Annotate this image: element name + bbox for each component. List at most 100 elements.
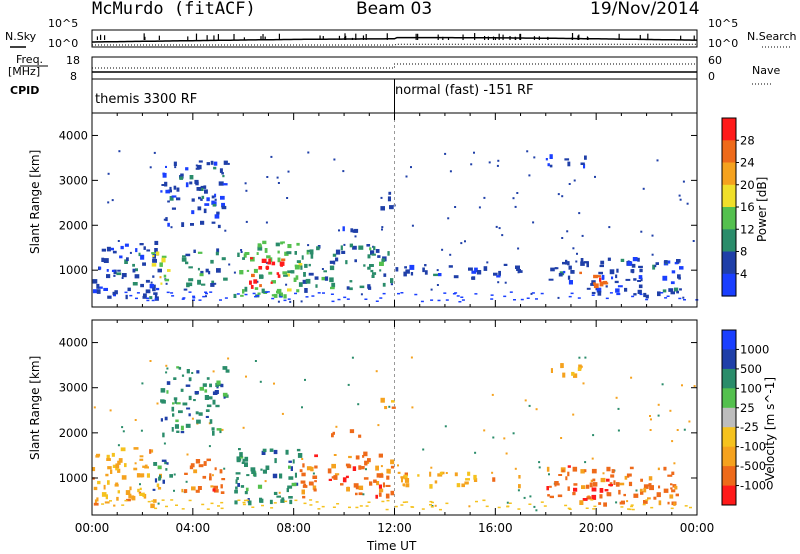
power-data-cell (138, 252, 141, 257)
velocity-scatter-cell (273, 382, 275, 385)
power-data-cell (314, 276, 319, 280)
power-near-range-cell (346, 298, 350, 300)
power-data-cell (154, 248, 158, 253)
power-data-cell (645, 294, 649, 299)
power-data-cell (580, 162, 585, 165)
velocity-scatter-cell (134, 419, 137, 421)
velocity-data-cell (203, 461, 207, 466)
velocity-data-cell (222, 366, 228, 370)
velocity-colorbar-tick-label: -500 (740, 459, 766, 473)
power-data-cell (266, 255, 271, 259)
power-near-range-cell (660, 292, 664, 294)
power-data-cell (298, 282, 303, 287)
power-scatter-cell (473, 151, 475, 154)
power-data-cell (516, 269, 521, 271)
power-data-cell (664, 260, 668, 264)
power-near-range-cell (146, 299, 150, 302)
velocity-data-cell (116, 496, 119, 501)
velocity-data-cell (198, 464, 204, 468)
power-scatter-cell (526, 150, 529, 153)
nsky-tick-top: 10^5 (48, 17, 79, 30)
power-data-cell (161, 257, 166, 263)
power-near-range-cell (577, 297, 581, 299)
velocity-data-cell (623, 493, 626, 497)
power-data-cell (135, 248, 138, 253)
velocity-data-cell (593, 482, 598, 487)
power-data-cell (433, 273, 438, 277)
power-data-cell (349, 280, 353, 283)
power-scatter-cell (163, 218, 166, 221)
velocity-data-cell (670, 487, 673, 490)
velocity-data-cell (204, 389, 208, 393)
velocity-data-cell (400, 476, 405, 479)
power-near-range-cell (490, 294, 494, 296)
velocity-near-range-cell (585, 507, 589, 509)
velocity-data-cell (550, 368, 553, 373)
velocity-data-cell (239, 452, 243, 457)
velocity-data-cell (473, 478, 478, 482)
velocity-data-cell (301, 472, 306, 477)
power-scatter-cell (557, 296, 560, 299)
power-scatter-cell (557, 193, 560, 196)
power-data-cell (329, 265, 335, 271)
power-data-cell (330, 286, 335, 290)
velocity-scatter-cell (591, 457, 594, 460)
power-near-range-cell (204, 291, 208, 293)
power-data-cell (169, 196, 174, 201)
nsearch-label: N.Search (747, 30, 797, 43)
power-scatter-cell (245, 189, 248, 192)
velocity-data-cell (174, 400, 177, 404)
velocity-data-cell (663, 488, 669, 493)
power-data-cell (199, 273, 204, 277)
power-data-cell (143, 293, 147, 297)
velocity-near-range-cell (620, 506, 624, 508)
velocity-near-range-cell (485, 505, 489, 508)
velocity-data-cell (627, 475, 630, 478)
velocity-scatter-cell (528, 404, 531, 407)
velocity-data-cell (619, 482, 625, 486)
power-data-cell (256, 252, 259, 255)
velocity-near-range-cell (336, 503, 340, 505)
velocity-scatter-cell (602, 472, 605, 475)
velocity-data-cell (331, 476, 336, 479)
power-data-cell (296, 289, 300, 293)
velocity-data-cell (591, 487, 597, 492)
power-data-cell (259, 274, 264, 279)
power-data-cell (369, 247, 372, 251)
velocity-colorbar-swatch (722, 427, 736, 448)
power-near-range-cell (678, 297, 682, 300)
power-data-cell (379, 269, 382, 272)
power-scatter-cell (464, 240, 466, 243)
velocity-data-cell (613, 480, 616, 485)
power-scatter-cell (568, 183, 571, 185)
velocity-data-cell (363, 477, 369, 480)
velocity-near-range-cell (475, 500, 478, 503)
power-scatter-cell (338, 229, 340, 232)
power-scatter-cell (277, 182, 280, 184)
power-data-cell (403, 271, 407, 277)
velocity-data-cell (157, 465, 162, 470)
velocity-data-cell (142, 492, 145, 497)
velocity-data-cell (172, 402, 175, 405)
velocity-data-cell (390, 459, 395, 465)
power-scatter-cell (573, 179, 576, 182)
velocity-data-cell (262, 448, 267, 453)
velocity-data-cell (269, 448, 274, 452)
power-data-cell (558, 273, 563, 277)
power-data-cell (627, 261, 633, 266)
nsky-line (92, 36, 697, 43)
xtick-label: 00:00 (75, 521, 110, 535)
cpid-label: CPID (10, 84, 40, 97)
power-data-cell (517, 270, 523, 273)
velocity-data-cell (213, 489, 219, 493)
power-scatter-cell (244, 182, 247, 185)
velocity-near-range-cell (124, 499, 128, 502)
velocity-near-range-cell (429, 500, 433, 503)
power-data-cell (152, 287, 156, 292)
velocity-data-cell (340, 483, 344, 486)
power-data-cell (637, 280, 641, 282)
velocity-near-range-cell (315, 501, 319, 503)
power-scatter-cell (561, 237, 564, 239)
power-near-range-cell (113, 294, 116, 297)
power-data-cell (370, 250, 375, 255)
